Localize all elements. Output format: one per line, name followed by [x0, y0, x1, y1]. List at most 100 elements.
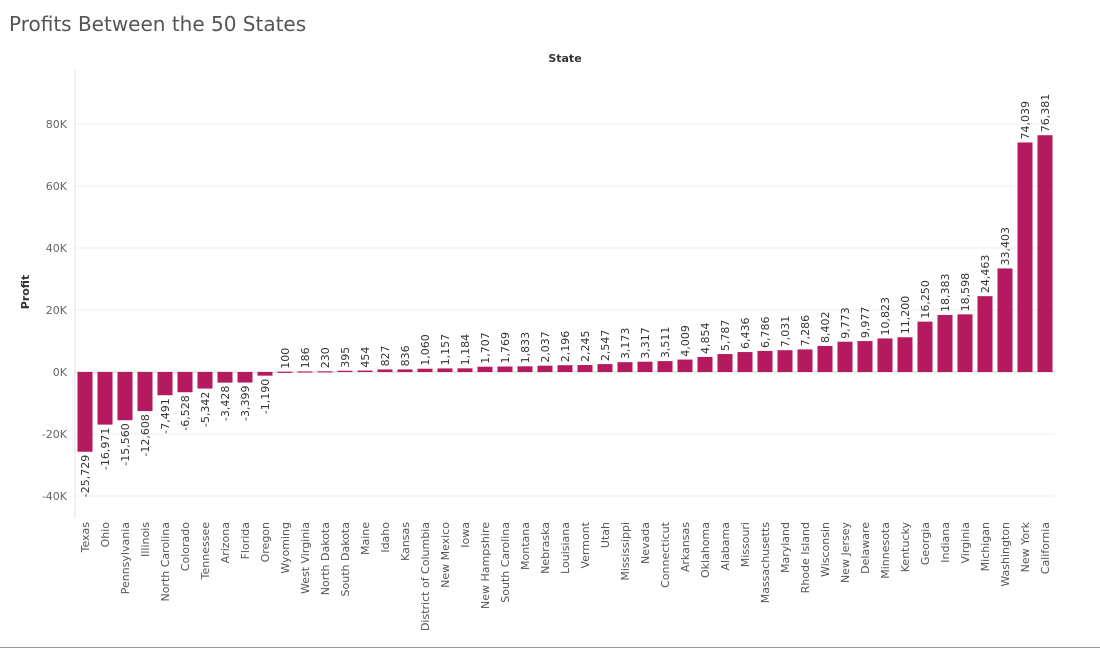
bar-connecticut [657, 361, 673, 372]
bar-illinois [137, 372, 153, 412]
category-label: Iowa [459, 522, 472, 548]
category-label: Oregon [259, 522, 272, 562]
y-tick-label: 80K [46, 118, 68, 131]
bar-kentucky [897, 337, 913, 372]
value-label: -25,729 [79, 455, 92, 497]
value-label: -5,342 [199, 392, 212, 427]
y-tick-label: -20K [42, 428, 68, 441]
value-label: 454 [359, 347, 372, 368]
bar-massachusetts [757, 350, 773, 372]
category-label: New Hampshire [479, 522, 492, 609]
bottom-divider [0, 647, 1100, 648]
category-label: Tennessee [199, 522, 212, 581]
category-label: Maryland [779, 522, 792, 573]
category-label: Alabama [719, 522, 732, 571]
value-label: 1,184 [459, 334, 472, 366]
category-label: Ohio [99, 522, 112, 548]
category-label: Louisiana [559, 522, 572, 574]
category-label: Delaware [859, 522, 872, 574]
category-label: New York [1019, 521, 1032, 572]
value-label: 4,009 [679, 325, 692, 357]
category-label: Missouri [739, 522, 752, 567]
value-label: 7,286 [799, 315, 812, 347]
category-label: Connecticut [659, 521, 672, 588]
bar-missouri [737, 352, 753, 372]
bar-west-virginia [297, 371, 313, 373]
category-label: Kentucky [899, 522, 912, 573]
category-label: Washington [999, 522, 1012, 587]
bar-south-carolina [497, 366, 513, 372]
bar-california [1037, 135, 1053, 372]
bar-wyoming [277, 371, 293, 373]
bar-georgia [917, 321, 933, 372]
value-label: 6,436 [739, 318, 752, 350]
category-label: Florida [239, 522, 252, 559]
bar-north-dakota [317, 371, 333, 373]
value-label: 16,250 [919, 280, 932, 319]
bar-montana [517, 366, 533, 372]
bar-virginia [957, 314, 973, 372]
bar-wisconsin [817, 345, 833, 372]
bar-pennsylvania [117, 372, 133, 421]
value-label: 5,787 [719, 320, 732, 352]
bar-colorado [177, 372, 193, 393]
category-label: New Mexico [439, 522, 452, 588]
bar-mississippi [617, 362, 633, 372]
category-label: Idaho [379, 522, 392, 553]
value-label: 76,381 [1039, 94, 1052, 133]
bar-new-hampshire [477, 366, 493, 372]
value-label: 4,854 [699, 322, 712, 354]
value-label: 2,245 [579, 331, 592, 363]
value-label: 836 [399, 345, 412, 366]
category-label: Oklahoma [699, 522, 712, 578]
category-label: Utah [599, 522, 612, 548]
value-label: -6,528 [179, 395, 192, 430]
category-label: Montana [519, 522, 532, 570]
category-label: Nevada [639, 522, 652, 564]
bar-district-of-columbia [417, 368, 433, 372]
category-label: Wisconsin [819, 522, 832, 577]
value-label: 2,037 [539, 331, 552, 363]
bar-arkansas [677, 359, 693, 372]
bar-new-york [1017, 142, 1033, 372]
bar-alabama [717, 354, 733, 372]
category-label: Arkansas [679, 522, 692, 572]
category-label: Kansas [399, 522, 412, 561]
value-label: 9,773 [839, 307, 852, 339]
y-tick-label: 40K [46, 242, 68, 255]
category-label: Indiana [939, 522, 952, 563]
bar-kansas [397, 369, 413, 372]
bar-maine [357, 370, 373, 372]
bar-florida [237, 372, 253, 383]
bar-new-jersey [837, 341, 853, 372]
bar-indiana [937, 315, 953, 372]
value-label: 74,039 [1019, 101, 1032, 140]
bar-maryland [777, 350, 793, 372]
value-label: 3,317 [639, 327, 652, 359]
category-label: Nebraska [539, 522, 552, 574]
value-label: 7,031 [779, 316, 792, 348]
value-label: -12,608 [139, 414, 152, 456]
category-label: Texas [79, 522, 92, 554]
bar-nevada [637, 361, 653, 372]
value-label: 827 [379, 345, 392, 366]
bar-tennessee [197, 372, 213, 389]
bar-washington [997, 268, 1013, 372]
category-label: West Virginia [299, 522, 312, 594]
category-label: South Carolina [499, 522, 512, 603]
category-label: Georgia [919, 522, 932, 565]
value-label: 24,463 [979, 255, 992, 294]
value-label: 2,196 [559, 331, 572, 363]
value-label: 230 [319, 347, 332, 368]
bar-texas [77, 372, 93, 452]
category-label: Massachusetts [759, 522, 772, 604]
value-label: 3,173 [619, 328, 632, 360]
value-label: 1,157 [439, 334, 452, 366]
category-label: California [1039, 522, 1052, 574]
value-label: -7,491 [159, 398, 172, 433]
category-label: Arizona [219, 522, 232, 563]
category-label: District of Columbia [419, 522, 432, 631]
bar-minnesota [877, 338, 893, 372]
value-label: 186 [299, 347, 312, 368]
